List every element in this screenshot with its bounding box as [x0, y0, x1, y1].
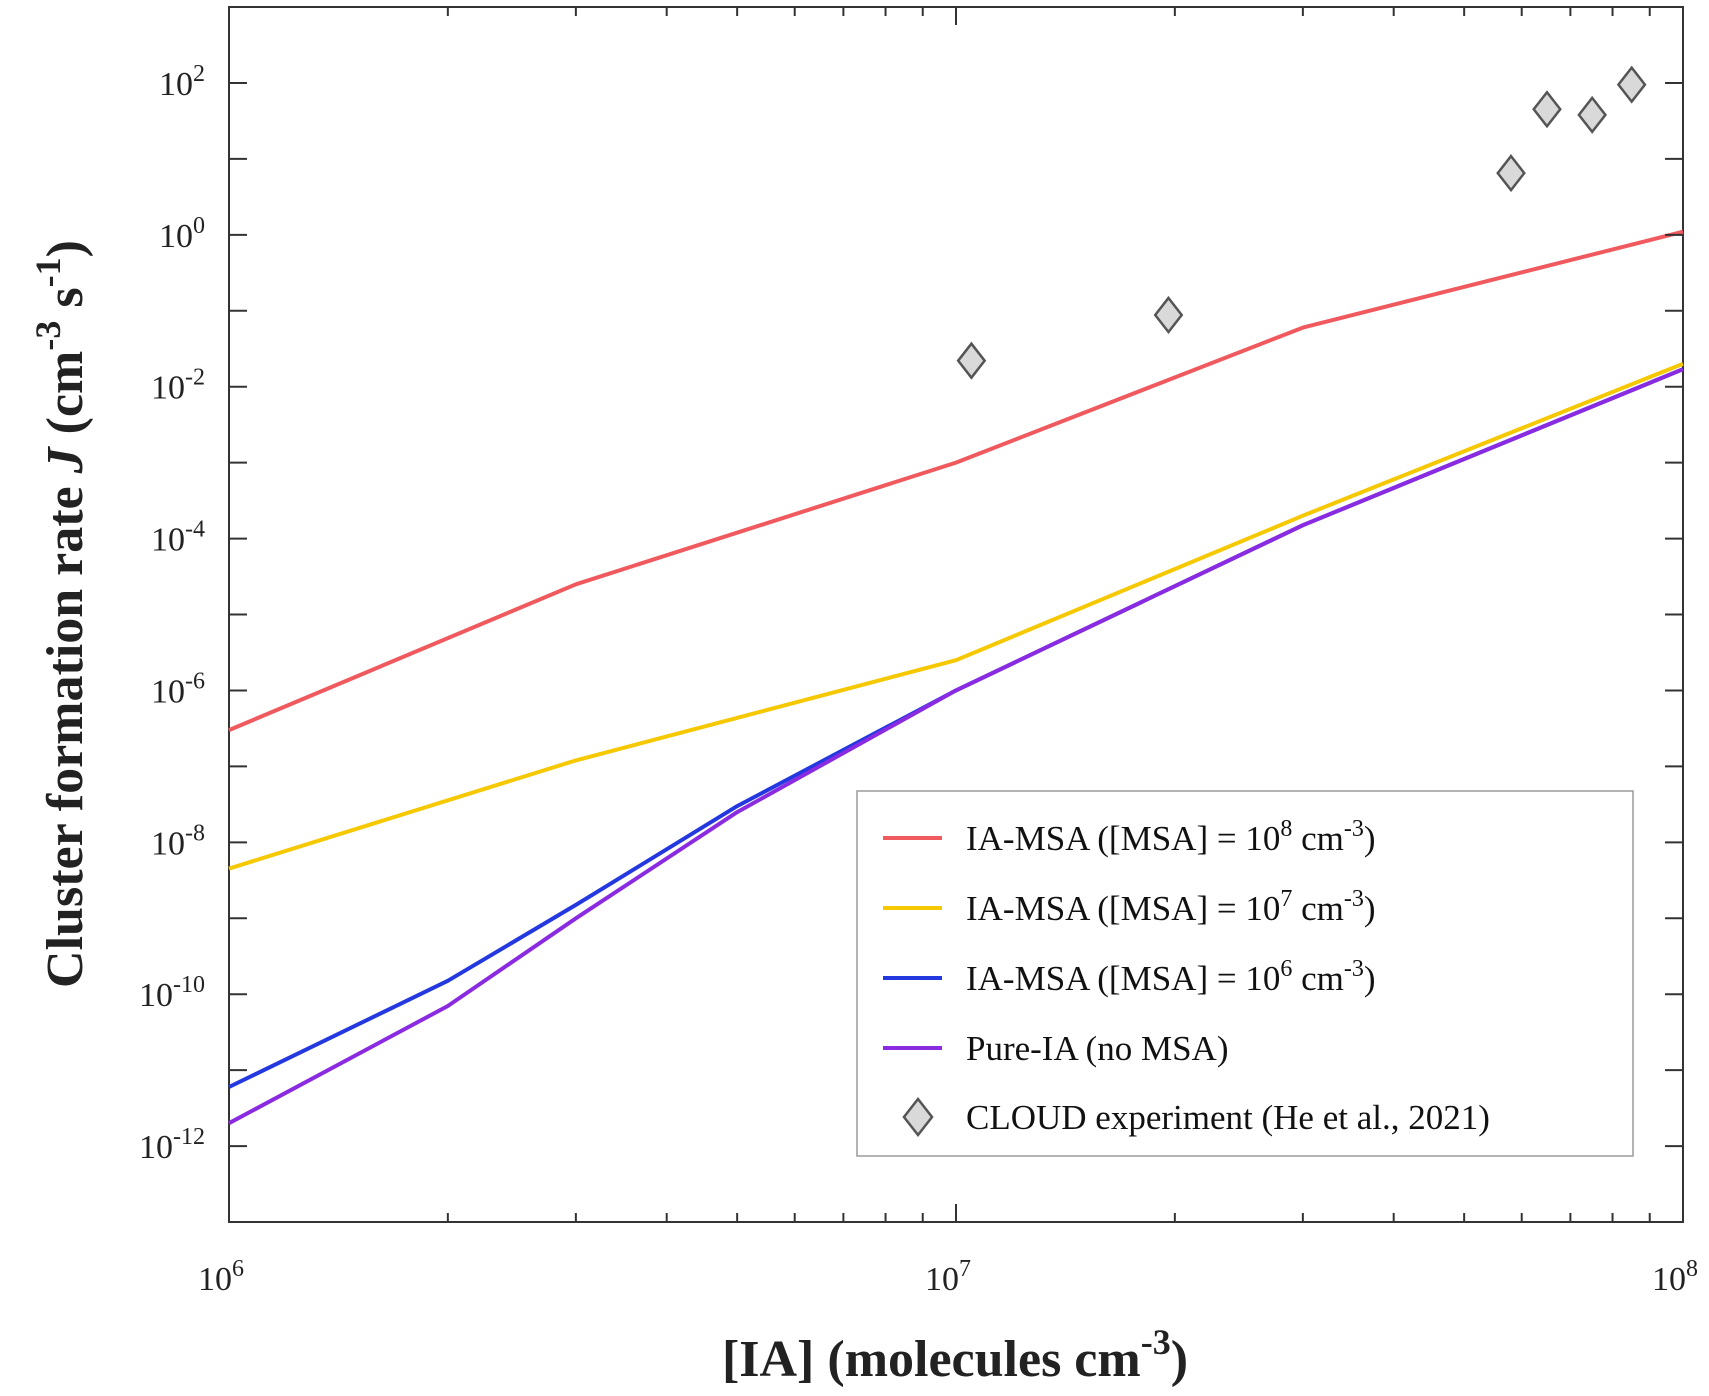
ticks-layer — [228, 6, 1684, 1223]
y-tick-label: 10-6 — [151, 668, 205, 710]
x-tick-label: 108 — [1652, 1256, 1698, 1298]
tick-labels-layer: 106 107 108 10-12 10-10 10-8 10-6 10-4 10-2 100 10… — [139, 61, 1698, 1298]
legend-label: Pure-IA (no MSA) — [966, 1029, 1228, 1068]
cloud-data-point — [956, 341, 987, 380]
legend-label: IA-MSA ([MSA] = 106 cm-3) — [966, 956, 1376, 998]
cloud-data-point — [1153, 295, 1184, 334]
legend-label: IA-MSA ([MSA] = 107 cm-3) — [966, 886, 1376, 928]
series-line-2 — [228, 361, 1684, 871]
series-line-4 — [228, 367, 1684, 1125]
legend-swatch — [902, 1096, 934, 1138]
cloud-data-point — [1616, 65, 1647, 104]
x-tick-label: 107 — [925, 1256, 971, 1298]
legend-box — [856, 790, 1634, 1157]
y-tick-label: 10-8 — [151, 820, 205, 862]
y-tick-label: 10-4 — [151, 517, 205, 559]
x-tick-label: 106 — [198, 1256, 244, 1298]
legend-label: IA-MSA ([MSA] = 108 cm-3) — [966, 816, 1376, 858]
legend: IA-MSA ([MSA] = 108 cm-3) IA-MSA ([MSA] =… — [856, 790, 1634, 1157]
y-axis-title: Cluster formation rate J (cm-3 s-1) — [28, 240, 94, 988]
cloud-data-point — [1496, 154, 1526, 193]
y-tick-label: 10-12 — [139, 1124, 205, 1166]
curves-layer — [228, 65, 1684, 1125]
y-tick-label: 10-2 — [151, 365, 205, 407]
y-tick-label: 102 — [159, 61, 205, 103]
legend-entries: IA-MSA ([MSA] = 108 cm-3) IA-MSA ([MSA] =… — [883, 816, 1490, 1138]
y-tick-label: 10-10 — [139, 972, 205, 1014]
cloud-data-point — [1532, 90, 1562, 129]
legend-label: CLOUD experiment (He et al., 2021) — [966, 1098, 1490, 1137]
series-line-1 — [228, 229, 1684, 732]
cloud-data-point — [1577, 95, 1608, 134]
x-axis-title: [IA] (molecules cm-3) — [722, 1322, 1188, 1388]
y-tick-label: 100 — [159, 213, 205, 255]
